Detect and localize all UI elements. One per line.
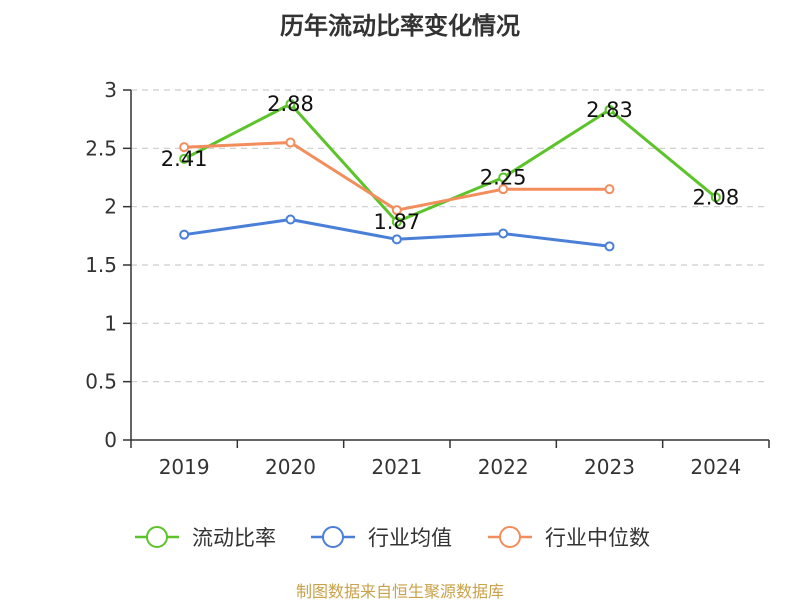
legend-marker-icon bbox=[322, 526, 344, 548]
legend-item: 行业均值 bbox=[311, 526, 452, 550]
data-point bbox=[391, 216, 402, 227]
legend-label: 流动比率 bbox=[192, 526, 276, 550]
y-tick-label: 3 bbox=[104, 78, 117, 102]
x-tick-label: 2021 bbox=[371, 455, 422, 479]
data-point bbox=[604, 104, 615, 115]
y-tick-label: 2.5 bbox=[85, 136, 117, 160]
data-label: 2.08 bbox=[692, 185, 739, 209]
data-label: 1.87 bbox=[373, 210, 420, 234]
legend-item: 流动比率 bbox=[135, 526, 276, 550]
x-tick-label: 2020 bbox=[265, 455, 316, 479]
legend-label: 行业中位数 bbox=[545, 526, 650, 550]
legend-marker-icon bbox=[499, 526, 521, 548]
legend-marker-icon bbox=[146, 526, 168, 548]
x-tick-label: 2019 bbox=[159, 455, 210, 479]
y-tick-label: 2 bbox=[104, 195, 117, 219]
data-point bbox=[179, 153, 190, 164]
data-point bbox=[710, 192, 721, 203]
legend: 流动比率 行业均值 行业中位数 bbox=[135, 526, 650, 550]
data-point bbox=[285, 99, 296, 109]
data-point bbox=[498, 184, 509, 195]
legend-item: 行业中位数 bbox=[488, 526, 650, 550]
series-line bbox=[182, 102, 718, 224]
data-point bbox=[391, 234, 402, 245]
legend-label: 行业均值 bbox=[368, 526, 452, 550]
y-tick-label: 1 bbox=[104, 311, 117, 335]
data-point bbox=[285, 214, 296, 225]
data-point bbox=[498, 172, 509, 183]
series-2 bbox=[179, 137, 615, 216]
x-tick-label: 2024 bbox=[690, 455, 741, 479]
series-line bbox=[182, 141, 611, 212]
data-point bbox=[604, 241, 615, 252]
data-point bbox=[179, 229, 190, 240]
data-labels: 2.41 2.88 1.87 2.25 2.83 2.08 bbox=[161, 92, 739, 234]
x-tick-label: 2022 bbox=[478, 455, 529, 479]
data-label: 2.25 bbox=[480, 166, 527, 190]
data-label: 2.83 bbox=[586, 98, 633, 122]
series-lines bbox=[179, 99, 721, 252]
grid-lines bbox=[131, 89, 769, 383]
data-label: 2.88 bbox=[267, 92, 314, 116]
data-point bbox=[604, 184, 615, 195]
axes: 0 0.5 1 1.5 2 2.5 3 2019 2020 2021 2022 2023 2024 bbox=[85, 78, 770, 479]
data-point bbox=[498, 228, 509, 239]
source-note: 制图数据来自恒生聚源数据库 bbox=[295, 582, 504, 601]
data-point bbox=[285, 137, 296, 148]
data-point bbox=[179, 142, 190, 153]
y-tick-label: 0 bbox=[104, 428, 117, 452]
series-1 bbox=[179, 214, 615, 252]
chart-title: 历年流动比率变化情况 bbox=[280, 12, 520, 40]
y-tick-label: 1.5 bbox=[85, 253, 117, 277]
x-tick-label: 2023 bbox=[584, 455, 635, 479]
y-tick-label: 0.5 bbox=[85, 370, 117, 394]
data-label: 2.41 bbox=[161, 147, 208, 171]
data-point bbox=[391, 205, 402, 216]
